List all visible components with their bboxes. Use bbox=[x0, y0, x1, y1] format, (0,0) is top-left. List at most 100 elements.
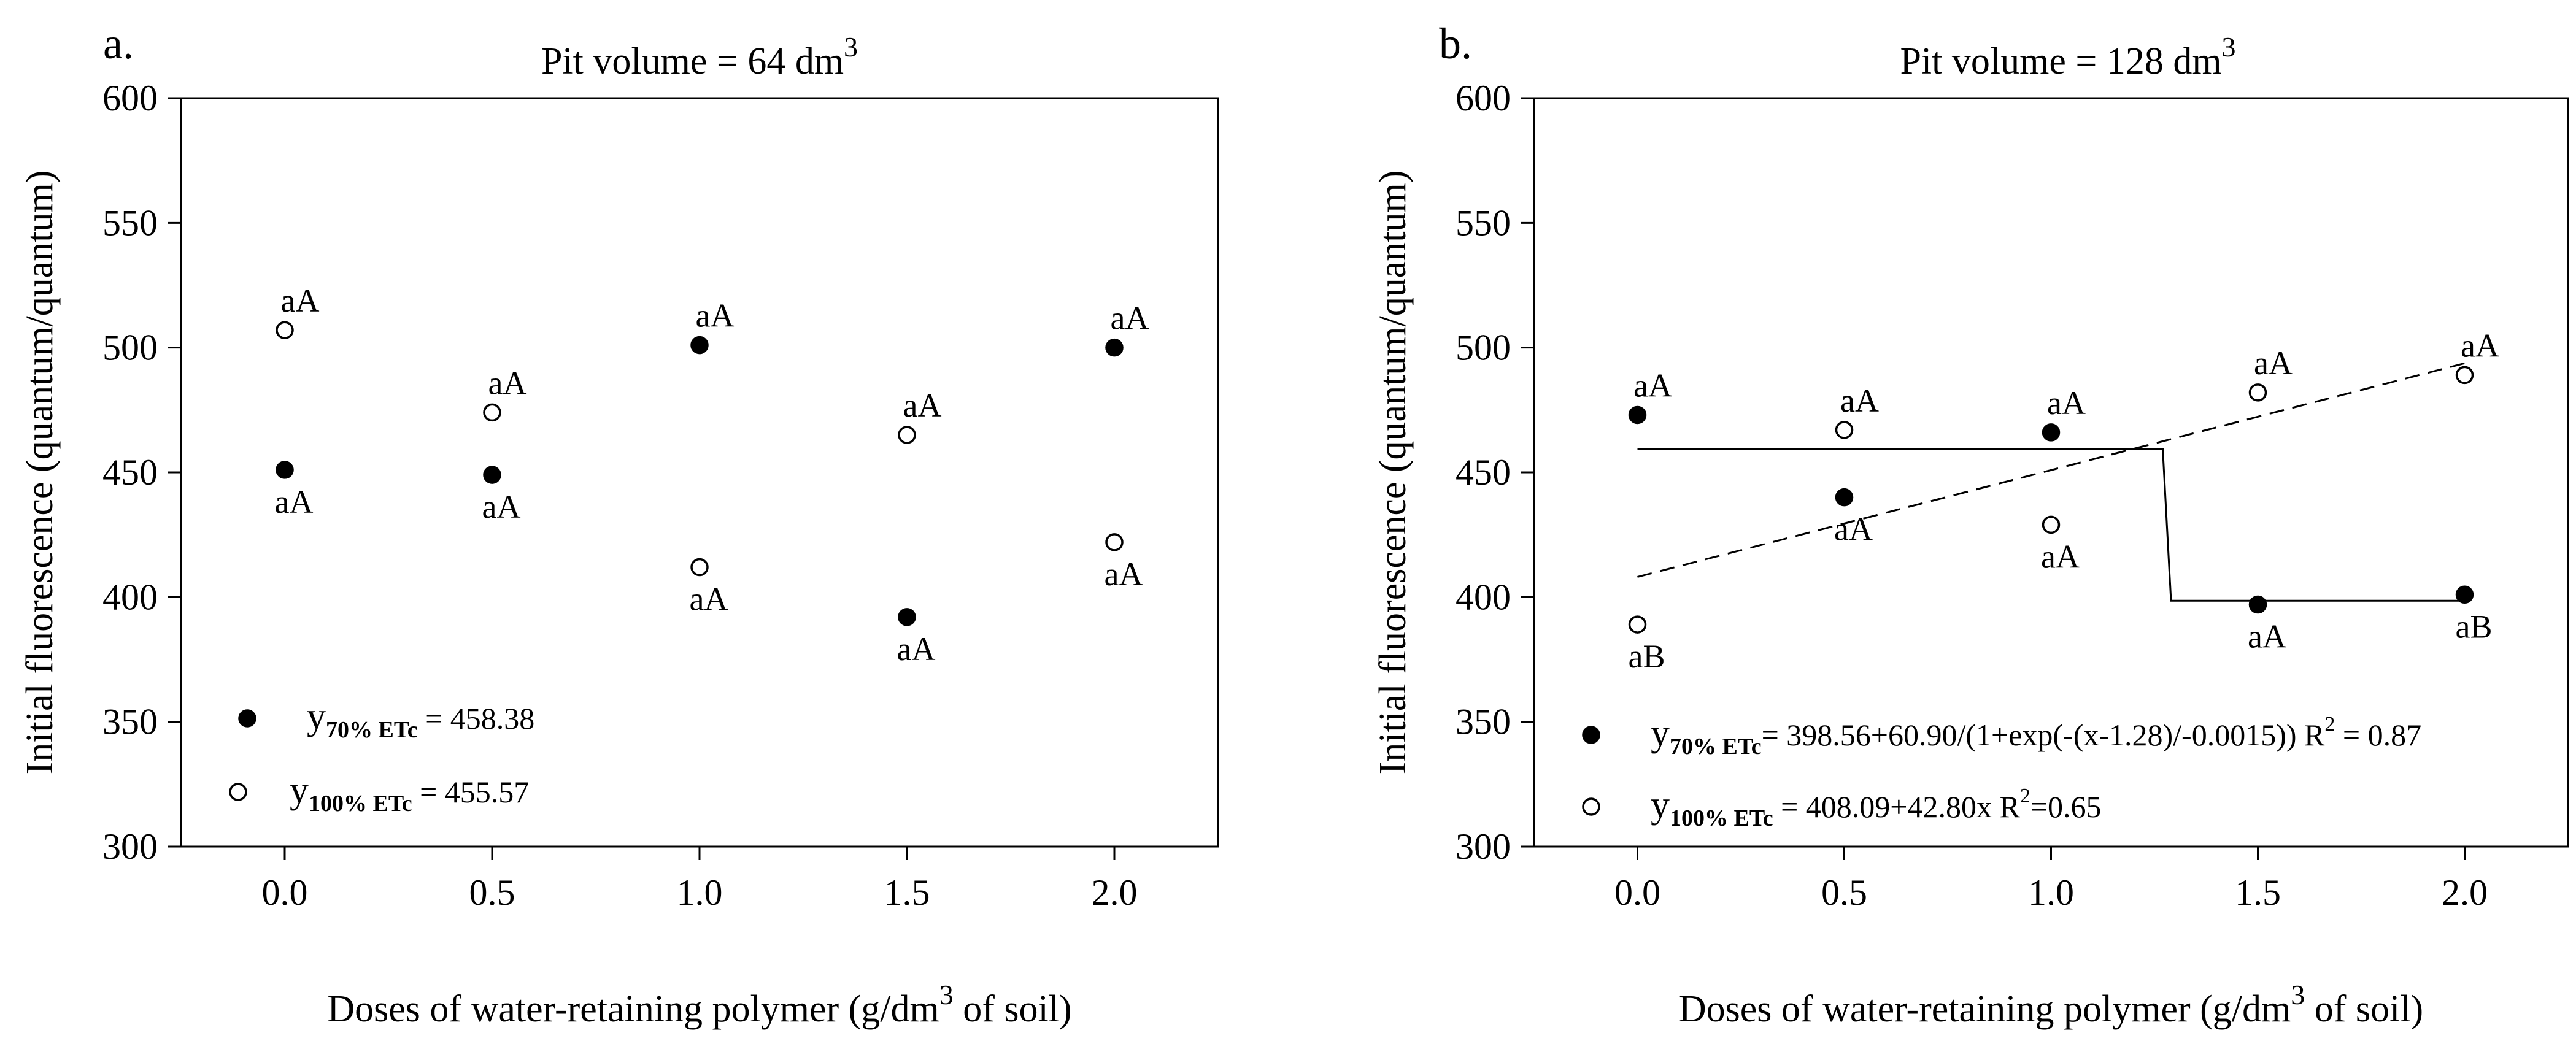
legend-equation: = 408.09+42.80x bbox=[1773, 790, 1992, 824]
legend-marker-filled bbox=[238, 709, 256, 728]
data-point-label: aA bbox=[488, 364, 527, 401]
data-point-filled bbox=[2455, 585, 2474, 604]
data-point-open bbox=[483, 403, 501, 422]
data-point-filled bbox=[1835, 488, 1854, 507]
panel-label: a. bbox=[103, 19, 134, 68]
data-point-open bbox=[1105, 533, 1124, 551]
legend-marker-open bbox=[229, 783, 247, 801]
x-tick-label: 0.0 bbox=[262, 872, 308, 913]
data-point-filled bbox=[1628, 405, 1647, 425]
data-point-open bbox=[2248, 383, 2267, 402]
legend-subscript: 70% ETc bbox=[1670, 734, 1762, 759]
data-point-label: aA bbox=[1105, 556, 1143, 593]
data-point-filled bbox=[690, 336, 709, 355]
data-point-filled bbox=[2042, 423, 2061, 442]
data-point-label: aA bbox=[2041, 538, 2080, 575]
legend-y: y bbox=[1651, 712, 1670, 754]
data-point-label: aA bbox=[482, 488, 521, 525]
legend-equation: = 398.56+60.90/(1+exp(-(x-1.28)/-0.0015)… bbox=[1762, 718, 2297, 752]
x-axis-label-text: Doses of water-retaining polymer (g/dm bbox=[1679, 988, 2291, 1030]
y-tick-label: 600 bbox=[102, 78, 158, 118]
data-point-label: aA bbox=[1834, 511, 1873, 548]
data-point-label: aA bbox=[690, 581, 728, 618]
x-tick-label: 0.5 bbox=[1821, 872, 1867, 913]
fit-line-series-1 bbox=[1637, 362, 2465, 578]
y-tick-label: 500 bbox=[1456, 328, 1511, 368]
y-tick-label: 600 bbox=[1456, 78, 1511, 118]
x-tick-label: 1.5 bbox=[2235, 872, 2281, 913]
y-tick-label: 550 bbox=[102, 202, 158, 243]
data-point-label: aA bbox=[2254, 345, 2293, 382]
legend-subscript: 100% ETc bbox=[1670, 805, 1773, 831]
chart-title: Pit volume = 128 dm3 bbox=[1900, 31, 2235, 82]
legend-subscript: 100% ETc bbox=[309, 791, 412, 817]
x-axis-label-end: of soil) bbox=[2305, 988, 2423, 1030]
legend-equation: = 455.57 bbox=[412, 775, 530, 809]
legend-entry: y70% ETc = 458.38 bbox=[307, 696, 534, 743]
data-point-open bbox=[2042, 515, 2061, 534]
legend-r2: R bbox=[2304, 718, 2325, 752]
data-point-filled bbox=[898, 608, 916, 626]
legend-r2-superscript: 2 bbox=[2324, 713, 2335, 736]
x-axis-label-superscript: 3 bbox=[2291, 979, 2305, 1010]
legend-r2-value: =0.65 bbox=[2030, 790, 2102, 824]
legend-r2: R bbox=[1999, 790, 2020, 824]
data-point-open bbox=[690, 558, 709, 577]
legend-y: y bbox=[290, 769, 309, 811]
legend-spacer bbox=[1992, 790, 2000, 824]
data-point-label: aA bbox=[281, 282, 320, 319]
data-point-label: aA bbox=[275, 483, 314, 520]
legend-equation: = 458.38 bbox=[418, 701, 535, 736]
y-tick-label: 500 bbox=[102, 328, 158, 368]
chart-panel-a: 300 350 400 450 500 550 600 0.0 0.5 1.0 1.5 2.0 a. Pi… bbox=[19, 19, 1219, 1030]
data-point-label: aA bbox=[696, 298, 735, 334]
data-point-label: aA bbox=[1840, 382, 1879, 419]
y-tick-label: 350 bbox=[1456, 702, 1511, 742]
x-tick-label: 0.5 bbox=[469, 872, 515, 913]
legend-entry: y100% ETc = 455.57 bbox=[290, 769, 529, 817]
data-point-filled bbox=[276, 461, 294, 479]
y-tick-label: 300 bbox=[1456, 826, 1511, 867]
data-point-open bbox=[1628, 615, 1647, 634]
data-point-open bbox=[1835, 421, 1854, 439]
data-point-filled bbox=[2248, 595, 2267, 614]
x-axis-label: Doses of water-retaining polymer (g/dm3 … bbox=[1679, 979, 2423, 1030]
y-tick-label: 350 bbox=[102, 702, 158, 742]
y-tick-label: 300 bbox=[102, 826, 158, 867]
data-point-open bbox=[898, 426, 916, 444]
x-tick-label: 0.0 bbox=[1614, 872, 1660, 913]
data-point-label: aB bbox=[2456, 608, 2493, 645]
x-tick-label: 1.0 bbox=[677, 872, 723, 913]
legend-spacer bbox=[2297, 718, 2305, 752]
chart-title-superscript: 3 bbox=[2222, 31, 2236, 63]
legend-marker-open bbox=[1582, 797, 1600, 816]
legend-y: y bbox=[307, 696, 326, 737]
chart-panel-b: 300 350 400 450 500 550 600 0.0 0.5 1.0 1.5 2.0 b. Pi… bbox=[1372, 19, 2569, 1030]
data-point-label: aA bbox=[2047, 385, 2086, 421]
data-point-open bbox=[276, 321, 294, 339]
legend-r2-value: = 0.87 bbox=[2335, 718, 2421, 752]
y-tick-label: 550 bbox=[1456, 202, 1511, 243]
y-tick-label: 450 bbox=[1456, 452, 1511, 493]
x-tick-label: 2.0 bbox=[1092, 872, 1138, 913]
y-axis-label: Initial fluorescence (quantum/quantum) bbox=[1372, 171, 1414, 775]
fit-line-series-0 bbox=[1637, 448, 2465, 602]
data-point-label: aA bbox=[1111, 300, 1149, 337]
chart-title-superscript: 3 bbox=[844, 31, 858, 63]
data-point-open bbox=[2455, 366, 2474, 385]
y-tick-label: 400 bbox=[1456, 577, 1511, 617]
x-tick-label: 1.0 bbox=[2028, 872, 2074, 913]
data-point-label: aB bbox=[1629, 638, 1665, 675]
panel-label: b. bbox=[1439, 19, 1472, 68]
x-tick-label: 1.5 bbox=[884, 872, 930, 913]
data-point-label: aA bbox=[1633, 367, 1672, 404]
x-axis-label: Doses of water-retaining polymer (g/dm3 … bbox=[327, 979, 1071, 1030]
data-point-filled bbox=[483, 466, 501, 484]
legend-entry: y100% ETc = 408.09+42.80x R2=0.65 bbox=[1651, 784, 2102, 831]
y-axis-label: Initial fluorescence (quantum/quantum) bbox=[19, 171, 61, 775]
chart-title: Pit volume = 64 dm3 bbox=[541, 31, 858, 82]
y-tick-label: 400 bbox=[102, 577, 158, 617]
x-axis-label-text: Doses of water-retaining polymer (g/dm bbox=[327, 988, 939, 1030]
x-tick-label: 2.0 bbox=[2442, 872, 2488, 913]
